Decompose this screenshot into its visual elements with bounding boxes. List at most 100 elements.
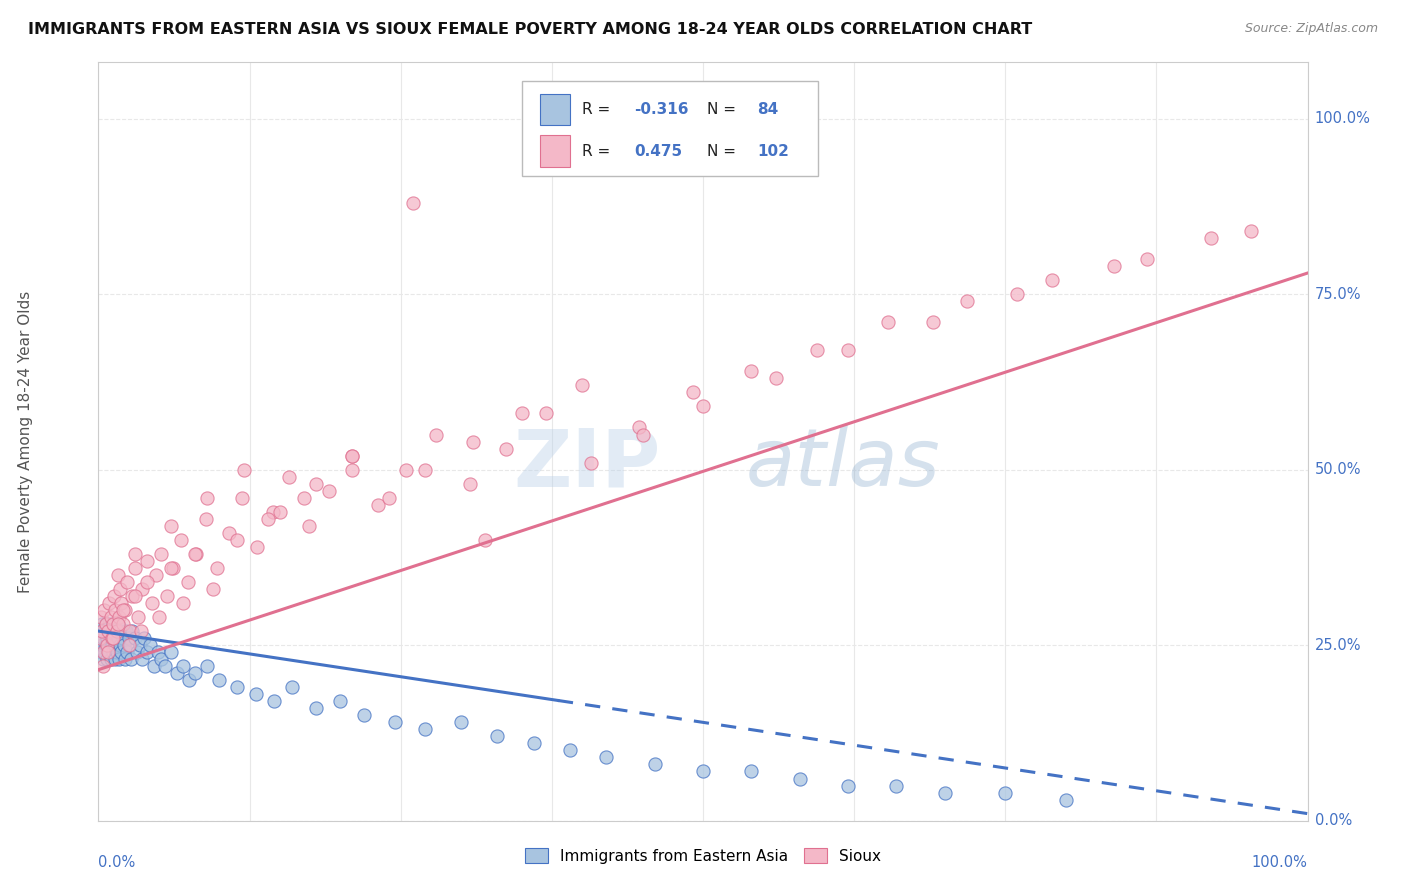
Point xyxy=(91,624,114,639)
Point xyxy=(97,624,120,639)
Point xyxy=(97,638,120,652)
Point xyxy=(394,462,416,476)
Point xyxy=(101,617,124,632)
Point xyxy=(124,631,146,645)
Point xyxy=(94,638,117,652)
Text: 0.0%: 0.0% xyxy=(1315,814,1351,828)
Point xyxy=(89,631,111,645)
Point xyxy=(128,638,150,652)
Point xyxy=(169,533,191,547)
Point xyxy=(108,638,131,652)
Point xyxy=(117,645,139,659)
Point xyxy=(100,631,122,645)
Point xyxy=(135,645,157,659)
Point xyxy=(886,779,908,793)
Point xyxy=(90,645,112,659)
Point xyxy=(118,638,141,652)
Text: 75.0%: 75.0% xyxy=(1315,286,1361,301)
Point xyxy=(329,694,352,708)
Point xyxy=(101,631,124,645)
Point xyxy=(100,610,122,624)
Point xyxy=(177,574,200,589)
Point xyxy=(104,603,127,617)
Point xyxy=(231,491,253,505)
Point xyxy=(107,568,129,582)
Point xyxy=(101,617,124,632)
Point xyxy=(534,407,557,421)
Point xyxy=(367,498,389,512)
Point xyxy=(107,617,129,632)
Point xyxy=(108,624,131,639)
Point xyxy=(256,512,278,526)
Point xyxy=(184,666,207,681)
Point xyxy=(131,582,153,596)
Point xyxy=(91,617,114,632)
Text: 84: 84 xyxy=(758,102,779,117)
Point xyxy=(458,476,481,491)
Point xyxy=(463,434,485,449)
Point xyxy=(789,772,811,786)
Point xyxy=(93,645,115,659)
Point xyxy=(186,547,208,561)
Point xyxy=(105,624,128,639)
Text: atlas: atlas xyxy=(745,425,941,503)
Point xyxy=(172,659,194,673)
Point xyxy=(486,730,509,744)
Point xyxy=(150,547,173,561)
Point xyxy=(595,750,617,764)
Point xyxy=(413,723,436,737)
Point xyxy=(162,561,184,575)
Point xyxy=(955,294,977,309)
Point xyxy=(292,491,315,505)
Point xyxy=(1102,259,1125,273)
Point xyxy=(100,638,122,652)
Point xyxy=(571,378,593,392)
Point xyxy=(114,603,136,617)
Point xyxy=(342,449,364,463)
Point xyxy=(195,659,218,673)
Text: R =: R = xyxy=(582,102,616,117)
Point xyxy=(104,638,127,652)
Point xyxy=(1199,231,1222,245)
Point xyxy=(150,652,173,666)
Point xyxy=(105,624,128,639)
Point xyxy=(93,603,115,617)
Point xyxy=(934,786,956,800)
Point xyxy=(450,715,472,730)
Point xyxy=(160,518,183,533)
Point xyxy=(135,554,157,568)
Point xyxy=(93,624,115,639)
Point xyxy=(96,652,118,666)
Point xyxy=(195,512,218,526)
Point xyxy=(107,631,129,645)
Point xyxy=(156,589,179,603)
Point xyxy=(682,385,704,400)
Point xyxy=(108,610,131,624)
Point xyxy=(91,659,114,673)
Point xyxy=(510,407,533,421)
Point xyxy=(131,652,153,666)
Point xyxy=(127,610,149,624)
Point xyxy=(98,596,121,610)
Point xyxy=(97,645,120,659)
FancyBboxPatch shape xyxy=(540,94,569,126)
Point xyxy=(146,645,169,659)
Point xyxy=(97,624,120,639)
Point xyxy=(101,645,124,659)
Point xyxy=(305,476,328,491)
Point xyxy=(877,315,900,329)
FancyBboxPatch shape xyxy=(522,81,818,177)
Point xyxy=(218,525,240,540)
Point xyxy=(94,617,117,632)
Point xyxy=(115,624,138,639)
Point xyxy=(112,638,135,652)
Point xyxy=(114,652,136,666)
Point xyxy=(160,645,183,659)
Point xyxy=(1054,792,1077,806)
Point xyxy=(837,779,859,793)
Point xyxy=(384,715,406,730)
Point xyxy=(100,631,122,645)
Point xyxy=(124,561,146,575)
Point xyxy=(100,652,122,666)
Point xyxy=(474,533,496,547)
